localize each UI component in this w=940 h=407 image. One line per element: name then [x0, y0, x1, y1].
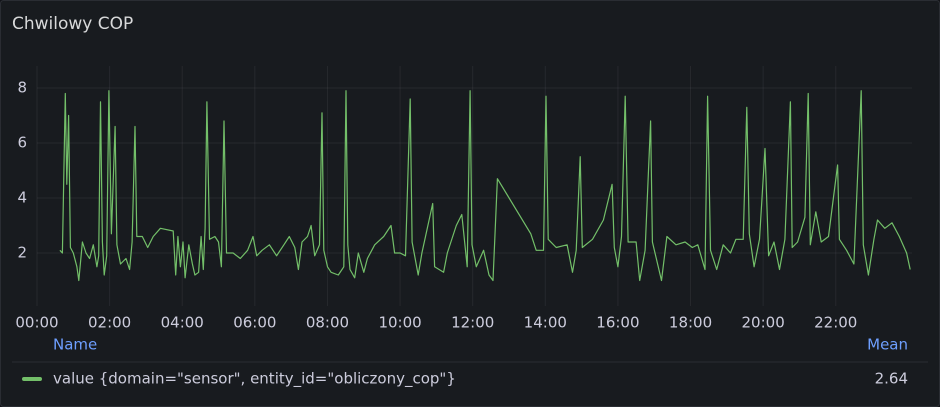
- x-tick-label: 18:00: [669, 314, 712, 332]
- legend-header: Mean: [867, 336, 908, 354]
- x-tick-label: 16:00: [596, 314, 639, 332]
- x-tick-label: 08:00: [306, 314, 349, 332]
- y-tick-label: 4: [17, 189, 27, 207]
- x-tick-label: 22:00: [814, 314, 857, 332]
- legend-header: Name: [53, 336, 97, 354]
- y-tick-label: 6: [17, 134, 27, 152]
- y-tick-label: 2: [17, 244, 27, 262]
- x-tick-label: 10:00: [378, 314, 421, 332]
- x-tick-label: 02:00: [88, 314, 131, 332]
- x-tick-label: 12:00: [451, 314, 494, 332]
- x-tick-label: 06:00: [233, 314, 276, 332]
- series-line: [59, 90, 911, 282]
- x-tick-label: 20:00: [742, 314, 785, 332]
- x-tick-label: 04:00: [161, 314, 204, 332]
- legend-mean: 2.64: [875, 370, 908, 388]
- legend-name: value {domain="sensor", entity_id="oblic…: [53, 370, 456, 389]
- x-tick-label: 00:00: [15, 314, 58, 332]
- panel-title: Chwilowy COP: [12, 14, 133, 34]
- x-tick-label: 14:00: [524, 314, 567, 332]
- y-tick-label: 8: [17, 79, 27, 97]
